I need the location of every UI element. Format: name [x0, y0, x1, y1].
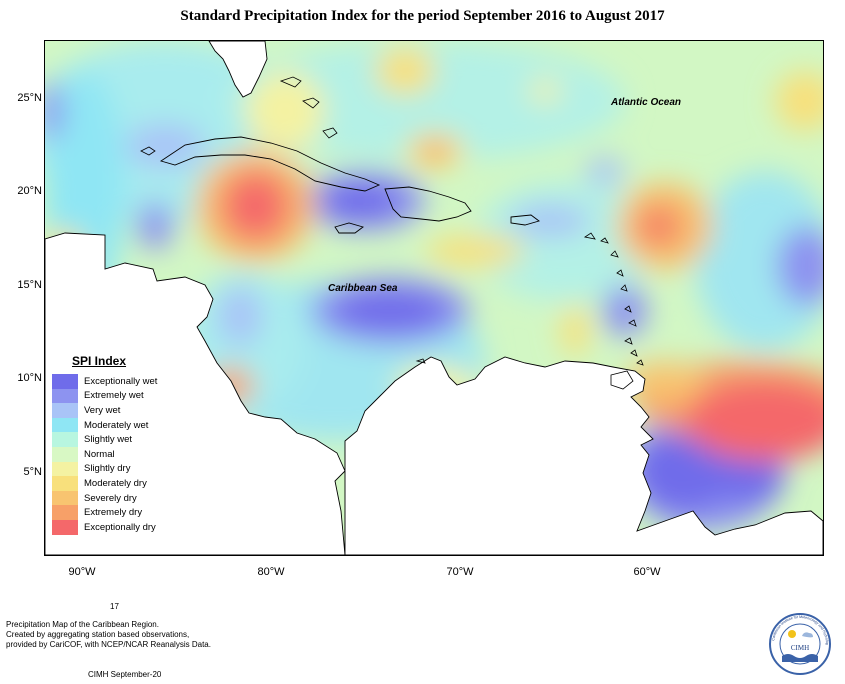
cimh-logo: CIMH Caribbean Institute for Meteorology…: [768, 612, 831, 675]
spi-map-canvas: Atlantic Ocean Caribbean Sea: [45, 41, 823, 555]
legend-item: Extremely wet: [52, 388, 160, 404]
cloud-icon: [802, 632, 813, 638]
legend-swatch: [52, 446, 78, 462]
legend-swatch: [52, 490, 78, 506]
lat-label-10n: 10°N: [17, 372, 42, 384]
legend-item: Extremely dry: [52, 505, 160, 520]
lon-label-90w: 90°W: [68, 566, 96, 578]
legend-swatch: [52, 403, 78, 418]
legend-label: Slightly wet: [84, 434, 133, 446]
legend-label: Moderately wet: [84, 419, 149, 431]
spi-map: Atlantic Ocean Caribbean Sea: [44, 40, 824, 556]
map-title: Standard Precipitation Index for the per…: [180, 8, 665, 24]
jamaica-land: [334, 222, 364, 234]
lesser-antilles: [140, 76, 644, 366]
legend-swatch: [52, 432, 78, 447]
spi-legend: SPI Index Exceptionally wet Extremely wet…: [52, 354, 160, 535]
florida-land: [208, 41, 268, 98]
trinidad-land: [610, 370, 634, 390]
hispaniola-land: [384, 186, 472, 222]
lat-label-15n: 15°N: [17, 279, 42, 291]
legend-title: SPI Index: [72, 354, 127, 368]
legend-swatch: [52, 505, 78, 520]
legend-item: Severely dry: [52, 490, 160, 506]
legend-label: Exceptionally wet: [84, 375, 158, 387]
cuba-land: [159, 136, 381, 192]
legend-item: Exceptionally dry: [52, 519, 160, 535]
legend-item: Very wet: [52, 403, 160, 418]
waves-icon: [782, 654, 818, 662]
legend-rows: Exceptionally wet Extremely wet Very wet Mo…: [52, 374, 160, 535]
legend-label: Severely dry: [84, 492, 137, 504]
legend-item: Slightly wet: [52, 432, 160, 447]
lat-label-20n: 20°N: [17, 185, 42, 197]
spi-field: [45, 41, 823, 531]
atlantic-ocean-label: Atlantic Ocean: [610, 97, 681, 108]
caribbean-sea-label: Caribbean Sea: [328, 283, 398, 294]
legend-label: Normal: [84, 448, 115, 460]
lon-label-70w: 70°W: [446, 566, 474, 578]
legend-item: Exceptionally wet: [52, 374, 160, 389]
lon-label-80w: 80°W: [257, 566, 285, 578]
legend-label: Extremely wet: [84, 390, 144, 402]
land-masses: [45, 41, 823, 555]
legend-swatch: [52, 417, 78, 433]
legend-item: Slightly dry: [52, 461, 160, 477]
sun-icon: [788, 630, 796, 638]
legend-label: Slightly dry: [84, 463, 131, 475]
footer-number: 17: [110, 602, 119, 611]
puerto-rico-land: [510, 214, 540, 226]
lat-label-25n: 25°N: [17, 92, 42, 104]
footer-line-2: Created by aggregating station based obs…: [6, 630, 190, 639]
legend-swatch: [52, 388, 78, 404]
south-america-land: [344, 356, 823, 555]
legend-swatch: [52, 461, 78, 477]
legend-swatch: [52, 374, 78, 389]
legend-label: Exceptionally dry: [84, 521, 156, 533]
footer-stamp: CIMH September-20: [88, 670, 162, 679]
legend-item: Moderately dry: [52, 476, 160, 491]
legend-label: Extremely dry: [84, 507, 143, 519]
logo-text: CIMH: [791, 644, 809, 652]
central-america-land: [45, 232, 346, 555]
legend-label: Very wet: [84, 404, 121, 416]
legend-label: Moderately dry: [84, 477, 147, 489]
footer-line-1: Precipitation Map of the Caribbean Regio…: [6, 620, 159, 629]
lat-label-5n: 5°N: [23, 466, 42, 478]
legend-item: Moderately wet: [52, 417, 160, 433]
legend-swatch: [52, 476, 78, 491]
lon-label-60w: 60°W: [633, 566, 661, 578]
legend-swatch: [52, 519, 78, 535]
footer-line-3: provided by CariCOF, with NCEP/NCAR Rean…: [6, 640, 211, 649]
legend-item: Normal: [52, 446, 160, 462]
